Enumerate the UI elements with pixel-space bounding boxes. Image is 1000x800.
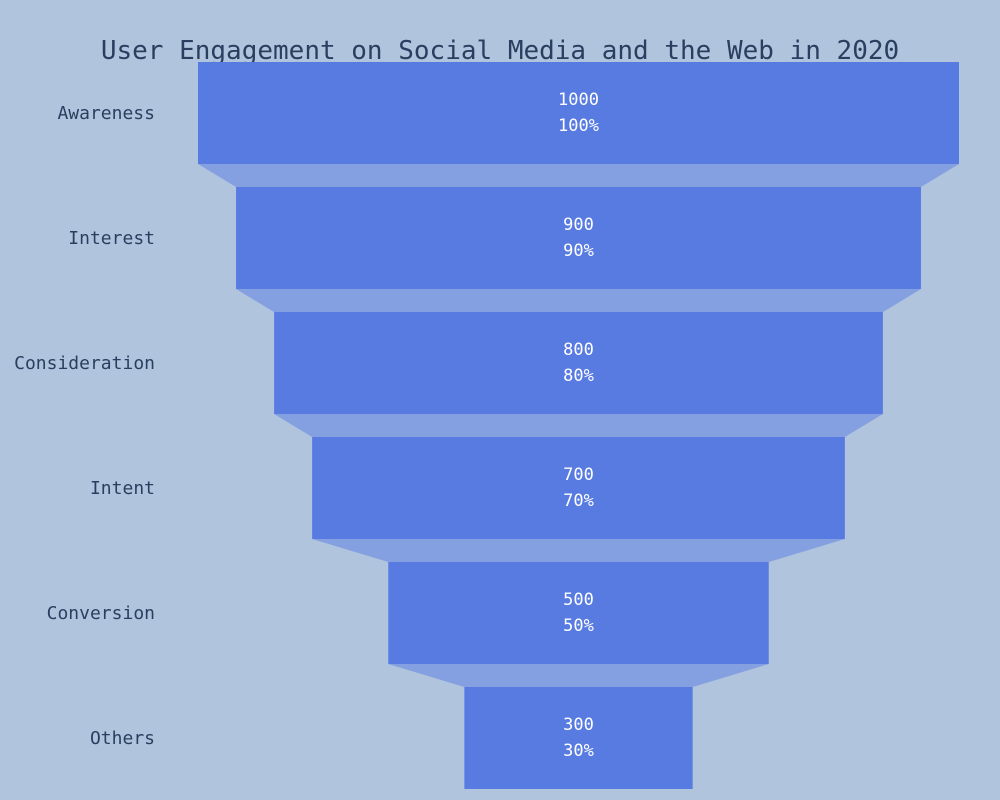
value-label-others: 300 xyxy=(563,715,594,735)
percent-label-intent: 70% xyxy=(563,491,594,511)
funnel-bar-consideration xyxy=(274,312,883,414)
percent-label-conversion: 50% xyxy=(563,616,594,636)
stage-labels: Awareness Interest Consideration Intent Conv… xyxy=(14,103,155,749)
stage-label-consideration: Consideration xyxy=(14,353,155,374)
funnel-bar-awareness xyxy=(198,62,959,164)
stage-label-awareness: Awareness xyxy=(57,103,155,124)
funnel-connector-interest xyxy=(236,289,921,312)
funnel-connector-intent xyxy=(312,539,845,562)
value-label-conversion: 500 xyxy=(563,590,594,610)
chart-title: User Engagement on Social Media and the … xyxy=(101,36,899,66)
funnel-connectors xyxy=(198,164,959,687)
value-label-interest: 900 xyxy=(563,215,594,235)
stage-label-interest: Interest xyxy=(68,228,155,249)
percent-label-awareness: 100% xyxy=(558,116,599,136)
percent-label-consideration: 80% xyxy=(563,366,594,386)
stage-label-intent: Intent xyxy=(90,478,155,499)
funnel-bar-others xyxy=(464,687,693,789)
funnel-bars xyxy=(198,62,959,789)
percent-label-interest: 90% xyxy=(563,241,594,261)
stage-label-conversion: Conversion xyxy=(47,603,155,624)
value-label-consideration: 800 xyxy=(563,340,594,360)
funnel-connector-consideration xyxy=(274,414,883,437)
funnel-bar-conversion xyxy=(388,562,769,664)
stage-label-others: Others xyxy=(90,728,155,749)
value-labels: 1000 100% 900 90% 800 80% 700 70% 500 50% 300 30% xyxy=(558,90,599,761)
value-label-intent: 700 xyxy=(563,465,594,485)
percent-label-others: 30% xyxy=(563,741,594,761)
funnel-bar-intent xyxy=(312,437,845,539)
funnel-connector-awareness xyxy=(198,164,959,187)
funnel-connector-conversion xyxy=(388,664,769,687)
funnel-bar-interest xyxy=(236,187,921,289)
value-label-awareness: 1000 xyxy=(558,90,599,110)
